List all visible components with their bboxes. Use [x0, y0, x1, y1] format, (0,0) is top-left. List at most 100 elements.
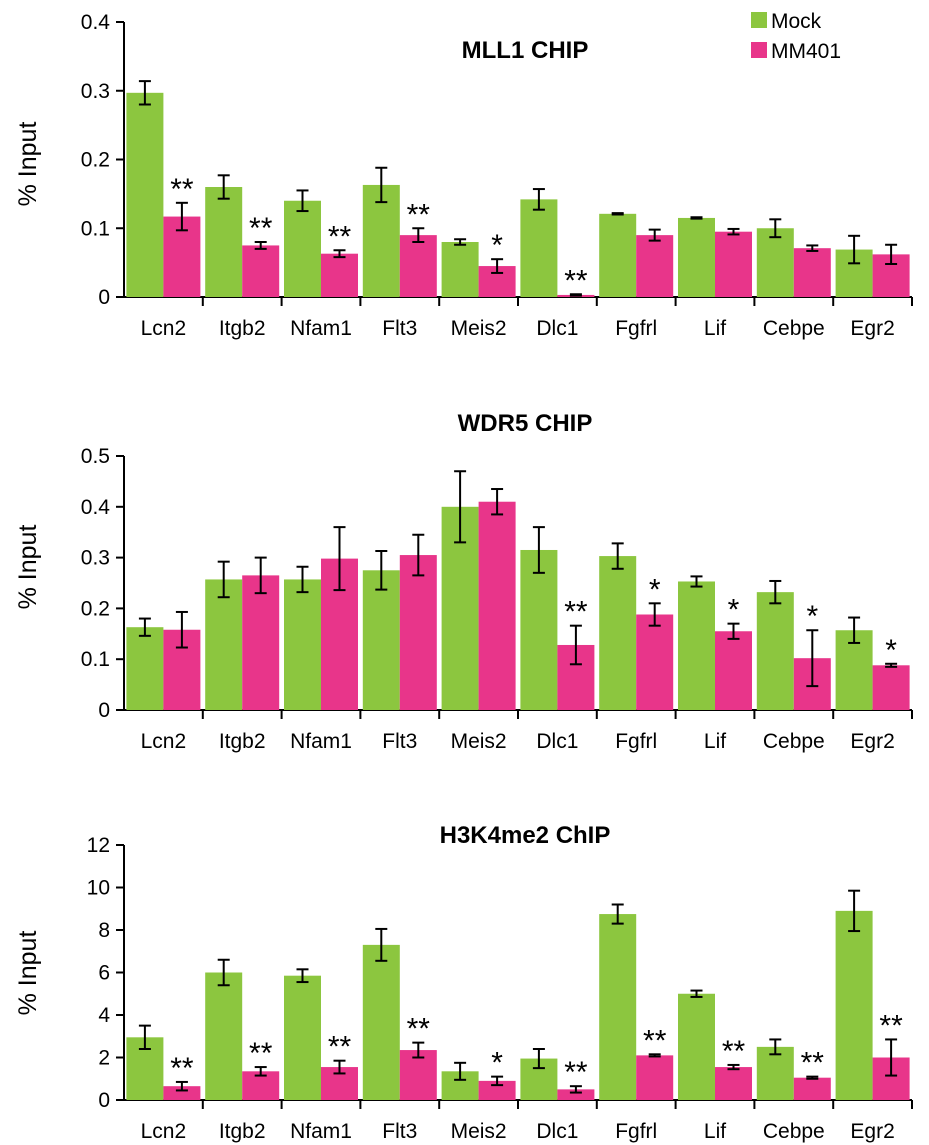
y-tick-label: 12	[87, 834, 110, 857]
x-tick-label: Dlc1	[536, 730, 578, 753]
panel-mll1: MLL1 CHIP % Input 0 0.1 0.2 0.3 0.4 Lcn2 ** Itg…	[14, 11, 913, 340]
x-tick-label: Fgfrl	[615, 317, 657, 340]
significance-marker: **	[249, 212, 273, 245]
bar-mm401	[399, 235, 437, 297]
significance-marker: **	[722, 1035, 746, 1068]
y-tick-label: 4	[98, 1004, 110, 1027]
significance-marker: *	[491, 229, 503, 262]
y-tick-label: 0	[98, 286, 110, 309]
y-axis-label: % Input	[14, 122, 42, 207]
significance-marker: **	[407, 1013, 431, 1046]
x-tick-label: Nfam1	[290, 730, 352, 753]
x-tick-label: Fgfrl	[615, 1120, 657, 1143]
x-tick-label: Lif	[704, 730, 726, 753]
x-tick-label: Nfam1	[290, 1120, 352, 1143]
significance-marker: **	[249, 1037, 273, 1070]
bar-mm401	[242, 575, 280, 710]
significance-marker: *	[491, 1047, 503, 1080]
x-tick-label: Lcn2	[141, 1120, 187, 1143]
bar-mm401	[636, 614, 674, 710]
y-tick-label: 0.3	[81, 547, 110, 570]
x-tick-label: Itgb2	[219, 317, 266, 340]
significance-marker: **	[328, 220, 352, 253]
y-tick-label: 0.2	[81, 597, 110, 620]
y-tick-label: 6	[98, 962, 110, 985]
bar-mm401	[872, 665, 910, 710]
plot-area: 0 2 4 6 8 10 12 Lcn2 ** Itgb2 ** Nfam1 ** Flt3 ** Meis2…	[87, 834, 913, 1143]
y-tick-label: 0.1	[81, 648, 110, 671]
bar-mm401	[557, 1089, 595, 1100]
significance-marker: **	[879, 1009, 903, 1042]
plot-area: 0 0.1 0.2 0.3 0.4 Lcn2 ** Itgb2 ** Nfam1 ** Flt3 ** M…	[81, 11, 913, 340]
panel-wdr5: WDR5 CHIP % Input 0 0.1 0.2 0.3 0.4 0.5 Lcn2 It…	[14, 410, 913, 753]
x-tick-label: Meis2	[451, 1120, 507, 1143]
bar-mm401	[715, 1067, 752, 1100]
y-tick-label: 2	[98, 1047, 110, 1070]
significance-marker: **	[564, 264, 588, 297]
legend-swatch-mock	[751, 12, 767, 28]
legend-label-mm401: MM401	[771, 40, 841, 63]
legend-swatch-mm401	[751, 42, 767, 58]
legend: Mock MM401	[751, 10, 841, 63]
significance-marker: **	[407, 198, 431, 231]
bar-mm401	[715, 631, 752, 710]
y-tick-label: 0.4	[81, 496, 111, 519]
x-tick-label: Itgb2	[219, 730, 266, 753]
x-tick-label: Lcn2	[141, 730, 187, 753]
x-tick-label: Egr2	[850, 317, 894, 340]
bar-mock	[362, 184, 400, 297]
bar-mock	[756, 592, 794, 710]
x-tick-label: Flt3	[382, 317, 417, 340]
bar-mock	[520, 549, 558, 710]
bar-mock	[284, 200, 321, 297]
bar-mm401	[321, 253, 358, 297]
x-tick-label: Cebpe	[763, 1120, 825, 1143]
x-tick-label: Cebpe	[763, 730, 825, 753]
x-tick-label: Meis2	[451, 317, 507, 340]
y-tick-label: 8	[98, 919, 110, 942]
x-tick-label: Lif	[704, 1120, 726, 1143]
panel-h3k4me2: H3K4me2 ChIP % Input 0 2 4 6 8 10 12 Lcn2 ** Itgb…	[14, 822, 913, 1143]
bar-mock	[441, 242, 479, 297]
significance-marker: *	[806, 600, 818, 633]
bar-mock	[126, 627, 164, 710]
x-tick-label: Dlc1	[536, 317, 578, 340]
bar-mm401	[163, 1086, 201, 1100]
significance-marker: **	[170, 173, 194, 206]
significance-marker: **	[643, 1024, 667, 1057]
bar-mm401	[636, 235, 674, 297]
significance-marker: **	[328, 1031, 352, 1064]
x-tick-label: Fgfrl	[615, 730, 657, 753]
bar-mm401	[242, 245, 280, 297]
bar-mock	[520, 199, 558, 297]
legend-label-mock: Mock	[771, 10, 822, 33]
bar-mock	[756, 228, 794, 297]
x-tick-label: Cebpe	[763, 317, 825, 340]
panel-title: H3K4me2 ChIP	[440, 822, 611, 849]
bar-mock	[362, 570, 400, 710]
bar-mock	[835, 910, 873, 1100]
x-tick-label: Itgb2	[219, 1120, 266, 1143]
bar-mock	[205, 579, 243, 710]
y-tick-label: 0.5	[81, 445, 110, 468]
x-tick-label: Flt3	[382, 730, 417, 753]
bar-mm401	[478, 501, 516, 710]
bar-mock	[205, 972, 243, 1100]
significance-marker: **	[801, 1047, 825, 1080]
significance-marker: *	[649, 573, 661, 606]
significance-marker: **	[564, 596, 588, 629]
bar-mock	[599, 914, 637, 1100]
bar-mm401	[399, 555, 437, 710]
bar-mock	[678, 217, 715, 297]
y-tick-label: 0.3	[81, 80, 110, 103]
y-tick-label: 0	[98, 1089, 110, 1112]
x-tick-label: Egr2	[850, 1120, 894, 1143]
bar-mm401	[793, 1077, 831, 1100]
x-tick-label: Dlc1	[536, 1120, 578, 1143]
bar-mock	[756, 1046, 794, 1100]
bar-mock	[599, 556, 637, 710]
panel-title: WDR5 CHIP	[458, 410, 593, 437]
x-tick-label: Egr2	[850, 730, 894, 753]
x-tick-label: Lif	[704, 317, 726, 340]
